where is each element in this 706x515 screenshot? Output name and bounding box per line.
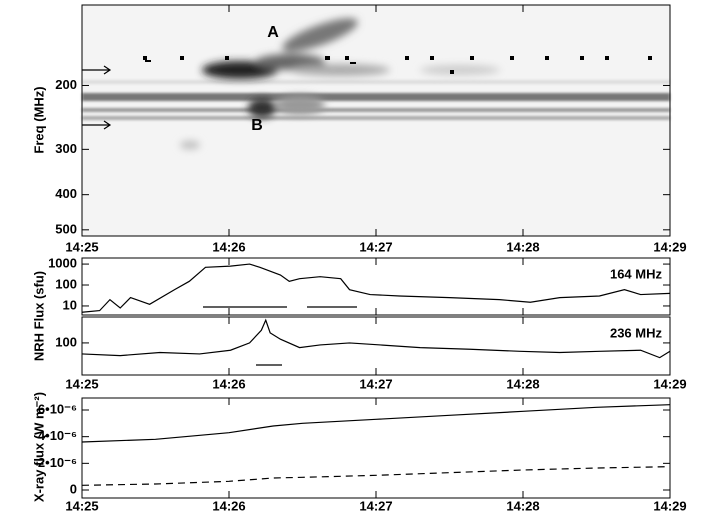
- spectrum-bands: [82, 80, 670, 120]
- y-tick-label: 200: [55, 77, 77, 92]
- x-tick-label: 14:27: [359, 498, 392, 513]
- y-tick-label: 2•10⁻⁶: [38, 455, 77, 470]
- y-tick-label: 500: [55, 221, 77, 236]
- x-tick-label: 14:29: [653, 498, 686, 513]
- spectrum-bursts: [180, 18, 500, 149]
- x-tick-label: 14:25: [65, 498, 98, 513]
- x-tick-label: 14:27: [359, 239, 392, 254]
- y-tick-label: 300: [55, 141, 77, 156]
- y-tick-label: 100: [55, 334, 77, 349]
- line-series: [81, 263, 671, 313]
- x-tick-label: 14:26: [212, 239, 245, 254]
- line-series: [81, 318, 671, 359]
- y-tick-label: 6•10⁻⁶: [38, 401, 77, 416]
- annotation: A: [267, 24, 279, 41]
- annotation: B: [251, 117, 263, 134]
- y-tick-label: 100: [55, 276, 77, 291]
- x-tick-label: 14:28: [506, 498, 539, 513]
- x-tick-label: 14:28: [506, 239, 539, 254]
- x-tick-label: 14:28: [506, 376, 539, 391]
- flux-intervals: [203, 306, 357, 366]
- channel-label: 236 MHz: [610, 325, 663, 340]
- spectrum-background: [82, 5, 670, 236]
- x-tick-label: 14:25: [65, 239, 98, 254]
- x-tick-label: 14:29: [653, 239, 686, 254]
- line-series: [81, 466, 671, 486]
- y-axis-label: X-ray flux (W m⁻²): [31, 392, 46, 502]
- plot-frame: [81, 316, 671, 376]
- channel-label: 164 MHz: [610, 266, 663, 281]
- y-tick-label: 400: [55, 186, 77, 201]
- x-tick-label: 14:26: [212, 498, 245, 513]
- spectrum-dots: [143, 56, 652, 74]
- y-tick-label: 1000: [48, 256, 77, 271]
- x-tick-label: 14:25: [65, 376, 98, 391]
- x-tick-label: 14:27: [359, 376, 392, 391]
- y-tick-label: 0: [70, 481, 77, 496]
- spectrogram-image: [82, 5, 670, 236]
- x-tick-label: 14:26: [212, 376, 245, 391]
- arrows: [82, 65, 112, 130]
- y-axis-label: NRH Flux (sfu): [31, 271, 46, 361]
- y-axis-label: Freq (MHz): [31, 86, 46, 153]
- plot-frame: [81, 257, 671, 316]
- y-tick-label: 10: [63, 297, 77, 312]
- line-series: [81, 404, 671, 443]
- y-tick-label: 4•10⁻⁶: [38, 428, 77, 443]
- x-tick-label: 14:29: [653, 376, 686, 391]
